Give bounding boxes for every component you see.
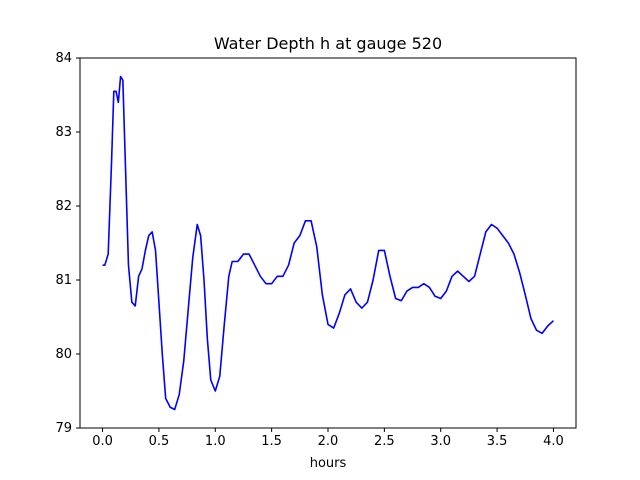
x-tick-label: 2.5 bbox=[374, 434, 395, 449]
x-tick-label: 3.0 bbox=[430, 434, 451, 449]
x-tick-label: 0.0 bbox=[92, 434, 113, 449]
series-line bbox=[102, 75, 554, 411]
chart-title: Water Depth h at gauge 520 bbox=[214, 34, 442, 53]
y-tick-label: 81 bbox=[55, 273, 72, 288]
plot-area bbox=[102, 75, 554, 411]
y-axis: 79 80 81 82 83 84 bbox=[55, 51, 80, 436]
y-tick-label: 83 bbox=[55, 125, 72, 140]
x-tick-label: 3.5 bbox=[487, 434, 508, 449]
y-tick-label: 79 bbox=[55, 421, 72, 436]
x-tick-label: 1.5 bbox=[261, 434, 282, 449]
x-tick-label: 1.0 bbox=[205, 434, 226, 449]
x-tick-label: 0.5 bbox=[149, 434, 170, 449]
x-tick-label: 2.0 bbox=[318, 434, 339, 449]
x-tick-label: 4.0 bbox=[543, 434, 564, 449]
y-tick-label: 84 bbox=[55, 51, 72, 66]
plot-frame bbox=[79, 57, 577, 429]
y-tick-label: 80 bbox=[55, 347, 72, 362]
y-tick-label: 82 bbox=[55, 199, 72, 214]
x-axis: 0.0 0.5 1.0 1.5 2.0 2.5 3.0 3.5 4.0 bbox=[92, 428, 564, 449]
x-axis-title: hours bbox=[310, 456, 347, 471]
